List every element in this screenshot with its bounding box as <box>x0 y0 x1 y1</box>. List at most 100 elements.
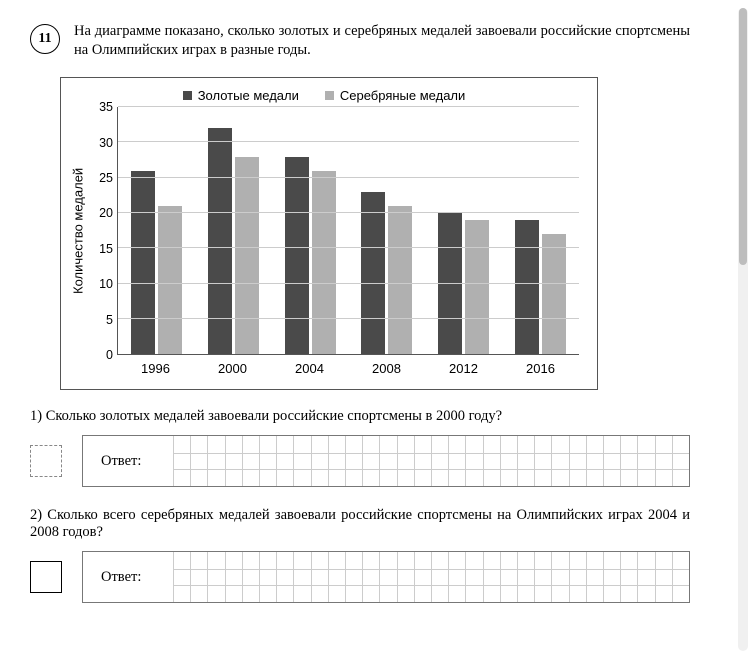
grid-line <box>118 106 579 107</box>
grid-cell <box>311 454 328 470</box>
bar-chart: Золотые медали Серебряные медали Количес… <box>60 77 598 390</box>
y-tick: 10 <box>99 277 113 291</box>
grid-cell <box>173 570 190 586</box>
grid-cell <box>225 570 242 586</box>
grid-cell <box>190 436 207 453</box>
grid-cell <box>293 470 310 486</box>
grid-cell <box>483 454 500 470</box>
grid-cell <box>414 470 431 486</box>
scrollbar-thumb[interactable] <box>739 8 747 265</box>
score-box-1[interactable] <box>30 445 62 477</box>
grid-cell <box>225 436 242 453</box>
grid-cell <box>328 570 345 586</box>
grid-cell <box>620 436 637 453</box>
grid-cell <box>242 454 259 470</box>
grid-cell <box>655 436 672 453</box>
y-tick: 15 <box>99 242 113 256</box>
grid-cell <box>448 570 465 586</box>
grid-cell <box>242 470 259 486</box>
worksheet-page: 11 На диаграмме показано, сколько золоты… <box>0 0 720 643</box>
grid-cell <box>414 570 431 586</box>
grid-cell <box>173 436 190 453</box>
grid-cell <box>569 586 586 602</box>
grid-cell <box>603 470 620 486</box>
grid-cell <box>534 570 551 586</box>
grid-cell <box>655 454 672 470</box>
grid-cell <box>517 552 534 569</box>
plot-area <box>117 107 579 355</box>
grid-cell <box>414 436 431 453</box>
x-tick-label: 2008 <box>348 361 425 376</box>
grid-cell <box>500 436 517 453</box>
grid-cell <box>207 470 224 486</box>
grid-cell <box>655 586 672 602</box>
grid-cell <box>345 586 362 602</box>
grid-cell <box>620 570 637 586</box>
grid-cell <box>672 470 689 486</box>
grid-cell <box>190 454 207 470</box>
grid-cell <box>311 436 328 453</box>
grid-cell <box>345 454 362 470</box>
answer-grid-1[interactable]: Ответ: <box>82 435 690 487</box>
grid-cell <box>655 570 672 586</box>
x-tick-label: 2004 <box>271 361 348 376</box>
grid-cell <box>431 436 448 453</box>
grid-cell <box>637 436 654 453</box>
grid-cell <box>362 570 379 586</box>
grid-cell <box>586 586 603 602</box>
grid-cell <box>345 552 362 569</box>
grid-cell <box>397 436 414 453</box>
grid-line <box>118 247 579 248</box>
grid-cell <box>603 436 620 453</box>
grid-cell <box>431 586 448 602</box>
grid-cell <box>207 570 224 586</box>
grid-cell <box>225 552 242 569</box>
grid-cell <box>569 570 586 586</box>
grid-row <box>173 453 689 470</box>
grid-cell <box>448 436 465 453</box>
legend-item-silver: Серебряные медали <box>325 88 465 103</box>
grid-cell <box>173 586 190 602</box>
grid-line <box>118 212 579 213</box>
grid-cell <box>620 586 637 602</box>
grid-cell <box>551 586 568 602</box>
grid-cell <box>672 570 689 586</box>
y-tick: 20 <box>99 206 113 220</box>
grid-cell <box>225 470 242 486</box>
grid-row <box>173 469 689 486</box>
grid-cell <box>414 454 431 470</box>
answer-label-1: Ответ: <box>101 453 141 470</box>
chart-body: Количество медалей 05101520253035 <box>69 107 579 355</box>
grid-cell <box>448 586 465 602</box>
grid-cell <box>293 552 310 569</box>
bar-gold <box>131 171 155 354</box>
grid-line <box>118 318 579 319</box>
grid-cell <box>379 552 396 569</box>
grid-cell <box>620 454 637 470</box>
grid-cell <box>225 454 242 470</box>
legend-label-silver: Серебряные медали <box>340 88 465 103</box>
grid-cell <box>397 454 414 470</box>
grid-cell <box>276 570 293 586</box>
grid-cell <box>569 552 586 569</box>
grid-cell <box>173 470 190 486</box>
grid-cell <box>637 570 654 586</box>
score-box-2[interactable] <box>30 561 62 593</box>
y-tick: 5 <box>106 313 113 327</box>
bar-gold <box>515 220 539 354</box>
answer-grid-2[interactable]: Ответ: <box>82 551 690 603</box>
grid-cell <box>414 552 431 569</box>
grid-cell <box>517 454 534 470</box>
y-tick: 35 <box>99 100 113 114</box>
grid-cell <box>345 570 362 586</box>
grid-cell <box>483 570 500 586</box>
grid-cell <box>534 470 551 486</box>
grid-cell <box>259 570 276 586</box>
scrollbar[interactable] <box>738 8 748 651</box>
grid-cell <box>603 552 620 569</box>
grid-cell <box>362 586 379 602</box>
grid-cell <box>586 470 603 486</box>
grid-cell <box>672 586 689 602</box>
grid-cell <box>551 470 568 486</box>
grid-cell <box>603 454 620 470</box>
